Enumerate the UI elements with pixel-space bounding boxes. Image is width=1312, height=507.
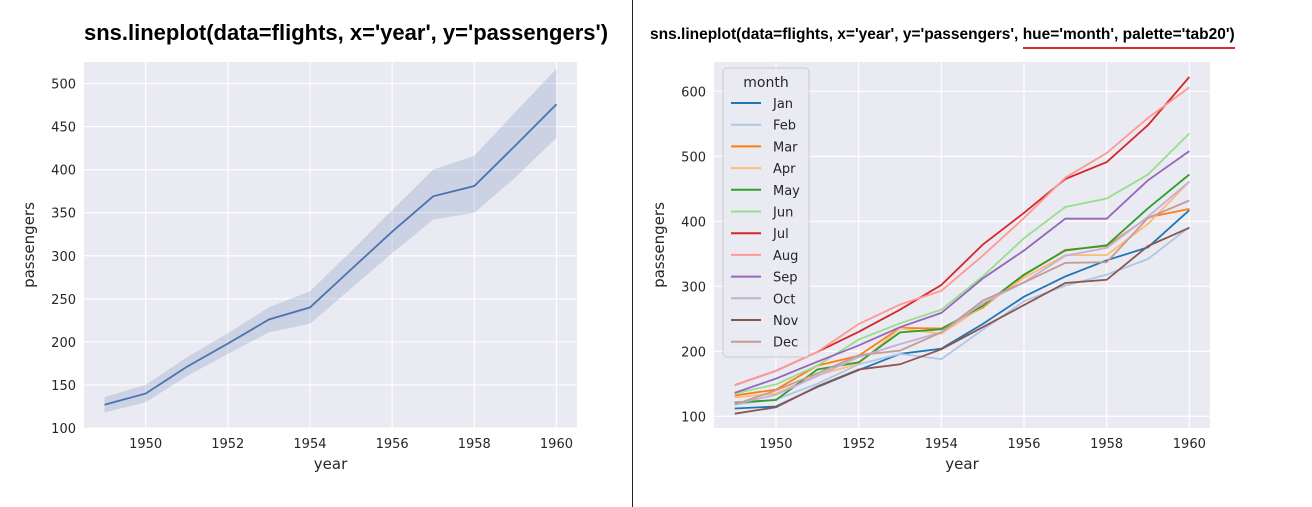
y-tick-label: 600 bbox=[681, 85, 706, 100]
legend-label-jul: Jul bbox=[772, 227, 789, 242]
x-tick-label: 1950 bbox=[129, 437, 162, 452]
y-tick-label: 200 bbox=[681, 345, 706, 360]
legend-label-nov: Nov bbox=[773, 314, 799, 329]
y-tick-label: 200 bbox=[51, 336, 76, 351]
x-tick-label: 1960 bbox=[1173, 437, 1206, 452]
series-line-oct bbox=[734, 180, 1190, 405]
legend-label-apr: Apr bbox=[773, 162, 796, 177]
x-tick-label: 1960 bbox=[540, 437, 573, 452]
y-tick-label: 100 bbox=[51, 422, 76, 437]
y-tick-label: 250 bbox=[51, 293, 76, 308]
x-tick-label: 1956 bbox=[376, 437, 409, 452]
legend-label-may: May bbox=[773, 184, 800, 199]
series-line-dec bbox=[734, 199, 1190, 406]
series-line-aug bbox=[734, 86, 1190, 386]
x-tick-label: 1958 bbox=[1090, 437, 1123, 452]
caption-prefix: sns.lineplot(data=flights, x='year', y='… bbox=[650, 26, 1023, 43]
y-tick-label: 450 bbox=[51, 121, 76, 136]
y-tick-label: 100 bbox=[681, 410, 706, 425]
legend-label-sep: Sep bbox=[773, 271, 798, 286]
x-tick-label: 1954 bbox=[925, 437, 958, 452]
y-tick-label: 400 bbox=[51, 164, 76, 179]
legend-label-feb: Feb bbox=[773, 119, 796, 134]
x-tick-label: 1952 bbox=[211, 437, 244, 452]
y-axis-label: passengers bbox=[20, 202, 38, 288]
legend-label-aug: Aug bbox=[773, 249, 798, 264]
caption-highlight: hue='month', palette='tab20') bbox=[1022, 26, 1235, 43]
series-line-nov bbox=[734, 226, 1190, 415]
y-tick-label: 350 bbox=[51, 207, 76, 222]
x-axis-label: year bbox=[945, 455, 979, 473]
left-chart: 1950 1952 1954 1956 1958 1960 100 150 200 250 300 3… bbox=[20, 62, 577, 473]
series-line-feb bbox=[734, 226, 1190, 406]
left-panel: sns.lineplot(data=flights, x='year', y='… bbox=[0, 0, 632, 507]
legend-label-mar: Mar bbox=[773, 140, 798, 155]
x-tick-label: 1958 bbox=[458, 437, 491, 452]
series-line-sep bbox=[734, 150, 1190, 394]
right-chart: 1950 1952 1954 1956 1958 1960 100 200 300 400 500 6… bbox=[650, 62, 1210, 473]
y-tick-label: 500 bbox=[681, 150, 706, 165]
y-tick-label: 300 bbox=[51, 250, 76, 265]
left-code-caption: sns.lineplot(data=flights, x='year', y='… bbox=[84, 20, 609, 45]
y-tick-label: 150 bbox=[51, 379, 76, 394]
series-line-jun bbox=[734, 132, 1190, 395]
legend-label-jan: Jan bbox=[772, 97, 793, 112]
x-tick-label: 1952 bbox=[842, 437, 875, 452]
right-panel: sns.lineplot(data=flights, x='year', y='… bbox=[634, 0, 1312, 507]
right-code-caption: sns.lineplot(data=flights, x='year', y='… bbox=[650, 26, 1235, 44]
legend-label-jun: Jun bbox=[772, 206, 793, 221]
x-tick-label: 1954 bbox=[293, 437, 326, 452]
x-tick-label: 1956 bbox=[1007, 437, 1040, 452]
legend-box bbox=[722, 67, 810, 358]
x-tick-label: 1950 bbox=[759, 437, 792, 452]
panel-divider bbox=[632, 0, 633, 507]
y-tick-label: 400 bbox=[681, 215, 706, 230]
x-axis-label: year bbox=[314, 455, 348, 473]
legend-label-dec: Dec bbox=[773, 336, 798, 351]
y-axis-label: passengers bbox=[650, 202, 668, 288]
y-tick-label: 300 bbox=[681, 280, 706, 295]
legend-title: month bbox=[743, 75, 788, 91]
plot-area bbox=[84, 62, 577, 428]
mean-line bbox=[104, 103, 558, 406]
legend: month Jan Feb Mar Apr May Jun Jul Aug Sep Oct Nov De… bbox=[722, 67, 810, 358]
legend-label-oct: Oct bbox=[773, 292, 795, 307]
y-tick-label: 500 bbox=[51, 78, 76, 93]
